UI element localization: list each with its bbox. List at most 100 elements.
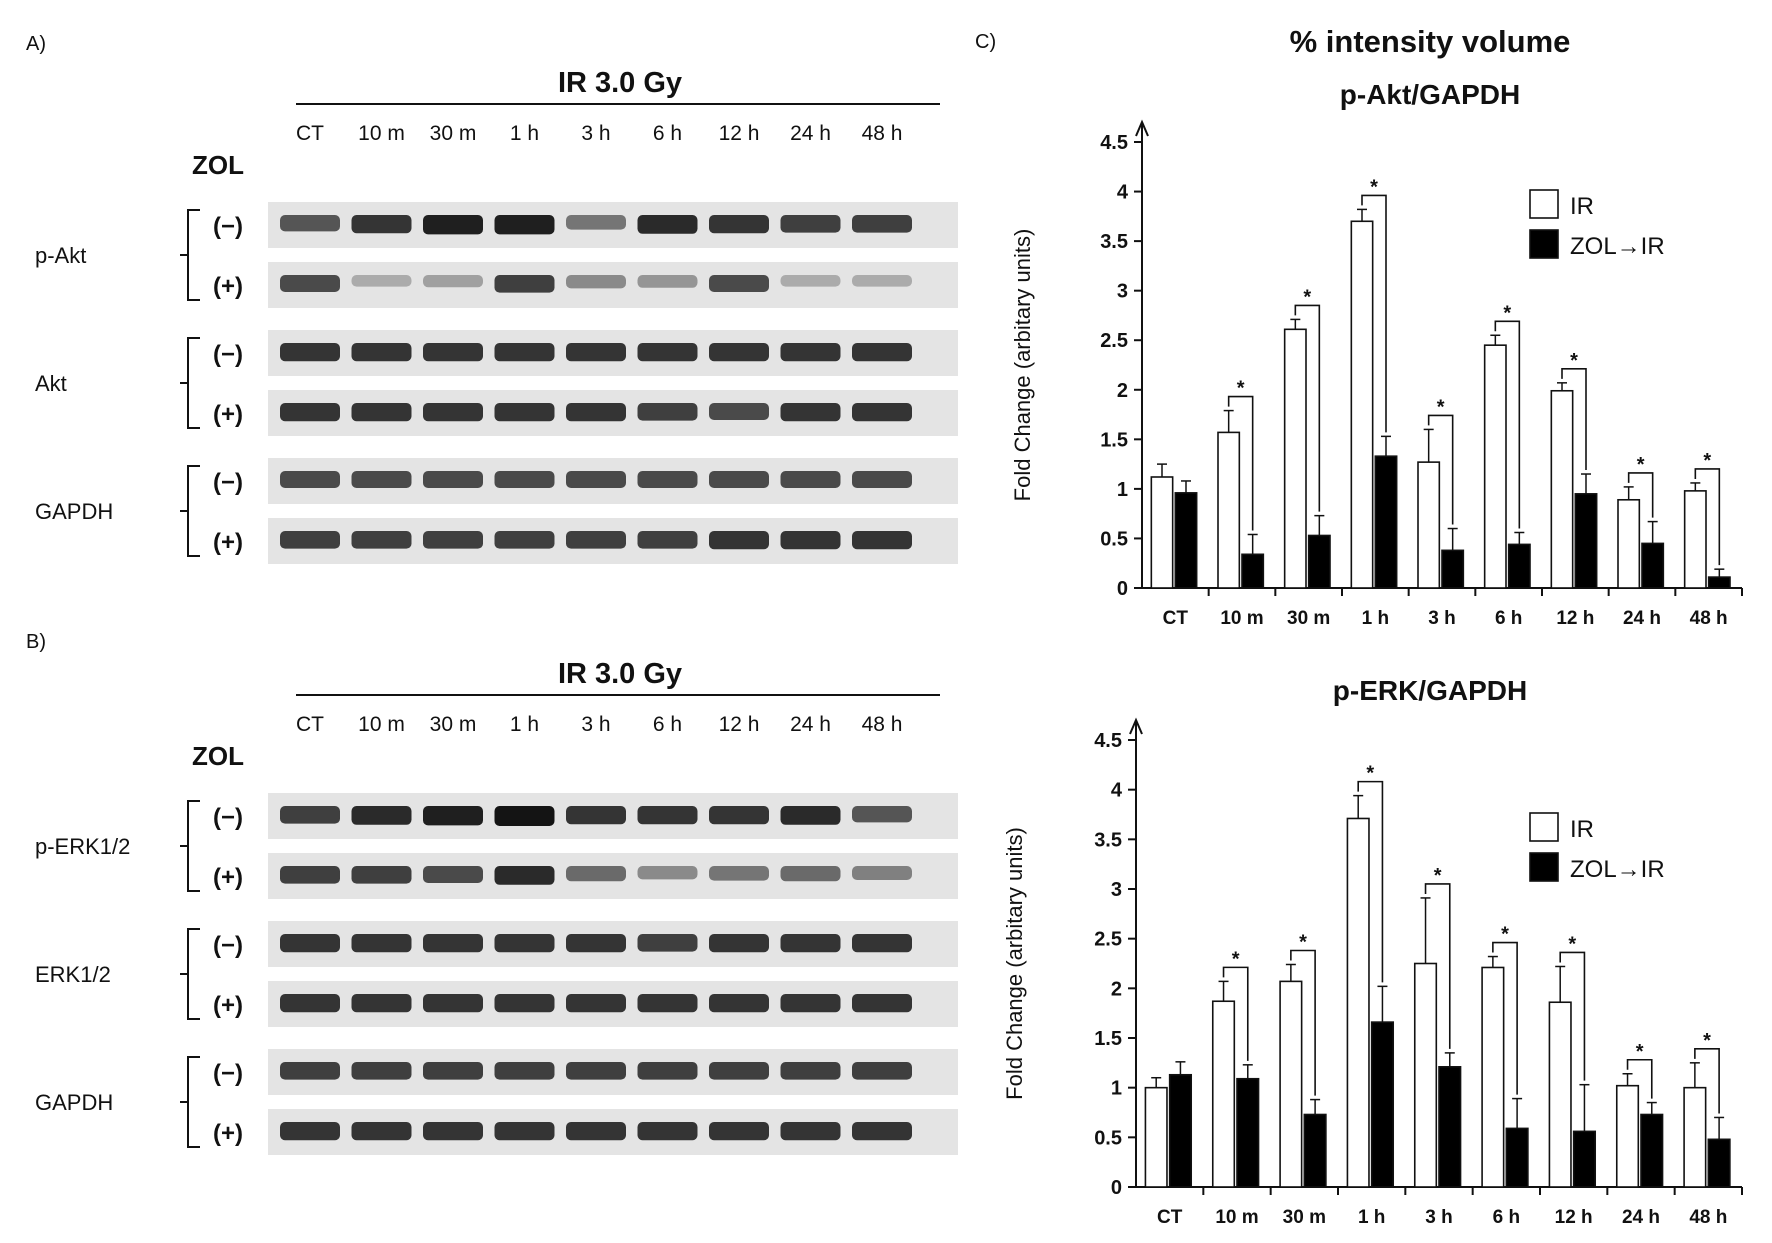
bar-ir [1346,817,1370,1188]
lane-label: 30 m [430,122,477,145]
x-tick-label: 3 h [1425,1207,1452,1228]
x-tick-label: 12 h [1555,1207,1593,1228]
blot-band [637,866,698,880]
bar-ir [1217,431,1241,589]
significance-bracket [1561,368,1587,471]
legend-swatch [1529,812,1559,842]
bar-zol-ir [1374,455,1398,589]
bar-ir [1211,1000,1236,1188]
blot-band [280,343,340,362]
blot-band [351,1122,412,1141]
blot-band [566,403,626,422]
blot-band [280,866,340,884]
legend-swatch [1529,229,1559,259]
y-tick-label: 3 [1117,281,1128,303]
blot-band [709,806,769,825]
blot-band [494,403,555,422]
blot-band [780,866,841,882]
blot-band [637,1062,698,1080]
bar-ir [1279,980,1303,1188]
blot-band [423,866,483,883]
blot-band [637,343,698,362]
blot-band [780,215,841,233]
treatment-label: IR 3.0 Gy [558,67,682,99]
protein-bracket [180,337,200,429]
significance-star: * [1303,286,1311,308]
significance-star: * [1237,378,1245,400]
panel-b-label: B) [26,631,46,653]
protein-bracket [180,209,200,301]
bar-zol-ir [1707,1138,1731,1188]
y-tick-label: 4 [1111,780,1123,802]
lane-label: CT [296,122,324,145]
protein-label: p-ERK1/2 [35,834,130,859]
blot-band [351,934,412,953]
x-tick-label: 6 h [1495,608,1522,629]
significance-star: * [1434,865,1442,887]
bar-zol-ir [1370,1021,1395,1188]
treatment-sign: (−) [213,213,243,240]
y-tick-label: 0 [1117,578,1128,600]
y-tick-label: 0.5 [1094,1127,1122,1149]
lane-label: 12 h [719,713,760,736]
protein-label: Akt [35,371,67,396]
bar-zol-ir [1574,493,1598,589]
blot-band [852,1122,912,1141]
blot-band [280,1122,340,1141]
blot-band [852,1062,912,1080]
significance-bracket [1361,194,1387,433]
bar-zol-ir [1441,549,1465,589]
significance-star: * [1636,1041,1644,1063]
blot-band [637,531,698,549]
significance-bracket [1494,320,1521,529]
bar-zol-ir [1168,1073,1193,1188]
bar-zol-ir [1641,542,1665,589]
bar-zol-ir [1303,1113,1327,1188]
significance-bracket [1694,468,1721,566]
significance-star: * [1366,763,1374,785]
lane-label: 12 h [719,122,760,145]
lane-label: 48 h [862,122,903,145]
blot-band [351,531,412,549]
bar-zol-ir [1505,1127,1529,1188]
blot-band [280,994,340,1013]
y-tick-label: 1 [1111,1078,1122,1100]
blot-band [280,215,340,232]
x-tick-label: 1 h [1362,608,1389,629]
blot-band [566,934,626,953]
blot-band [709,215,769,234]
bar-zol-ir [1174,492,1198,589]
blot-band [637,275,698,288]
bar-ir [1483,344,1507,589]
x-tick-label: 10 m [1220,608,1263,629]
panel-a-label: A) [26,33,46,55]
treatment-sign: (−) [213,469,243,496]
chart-p-akt: p-Akt/GAPDH 0 0.5 1 1.5 2 2.5 3 3.5 4 4.5 Fold Chan… [1010,79,1743,629]
blot-band [423,1062,483,1080]
legend-swatch [1529,189,1559,219]
lane-label: 1 h [510,713,539,736]
blot-band [566,1062,626,1080]
blot-band [351,403,412,422]
blot-band [351,343,412,362]
treatment-sign: (+) [213,401,243,428]
blot-panel-b: IR 3.0 Gy CT 10 m 30 m 1 h 3 h 6 h 12 h 24 h 48 h… [35,658,958,1155]
legend-label: ZOL→IR [1570,233,1665,260]
treatment-sign: (+) [213,992,243,1019]
x-tick-label: 30 m [1283,1207,1326,1228]
bar-ir [1617,498,1641,589]
blot-band [852,806,912,823]
treatment-sign: (−) [213,1060,243,1087]
x-tick-label: 3 h [1428,608,1455,629]
y-tick-label: 2 [1111,978,1122,1000]
x-tick-label: 1 h [1358,1207,1385,1228]
blot-band [637,934,698,952]
blot-band [494,471,555,488]
bar-ir [1481,966,1505,1188]
x-tick-label: 30 m [1287,608,1330,629]
blot-band [351,1062,412,1080]
bar-ir [1144,1086,1168,1188]
blot-band [423,1122,483,1141]
y-tick-label: 4.5 [1100,132,1128,154]
blot-band [637,215,698,234]
